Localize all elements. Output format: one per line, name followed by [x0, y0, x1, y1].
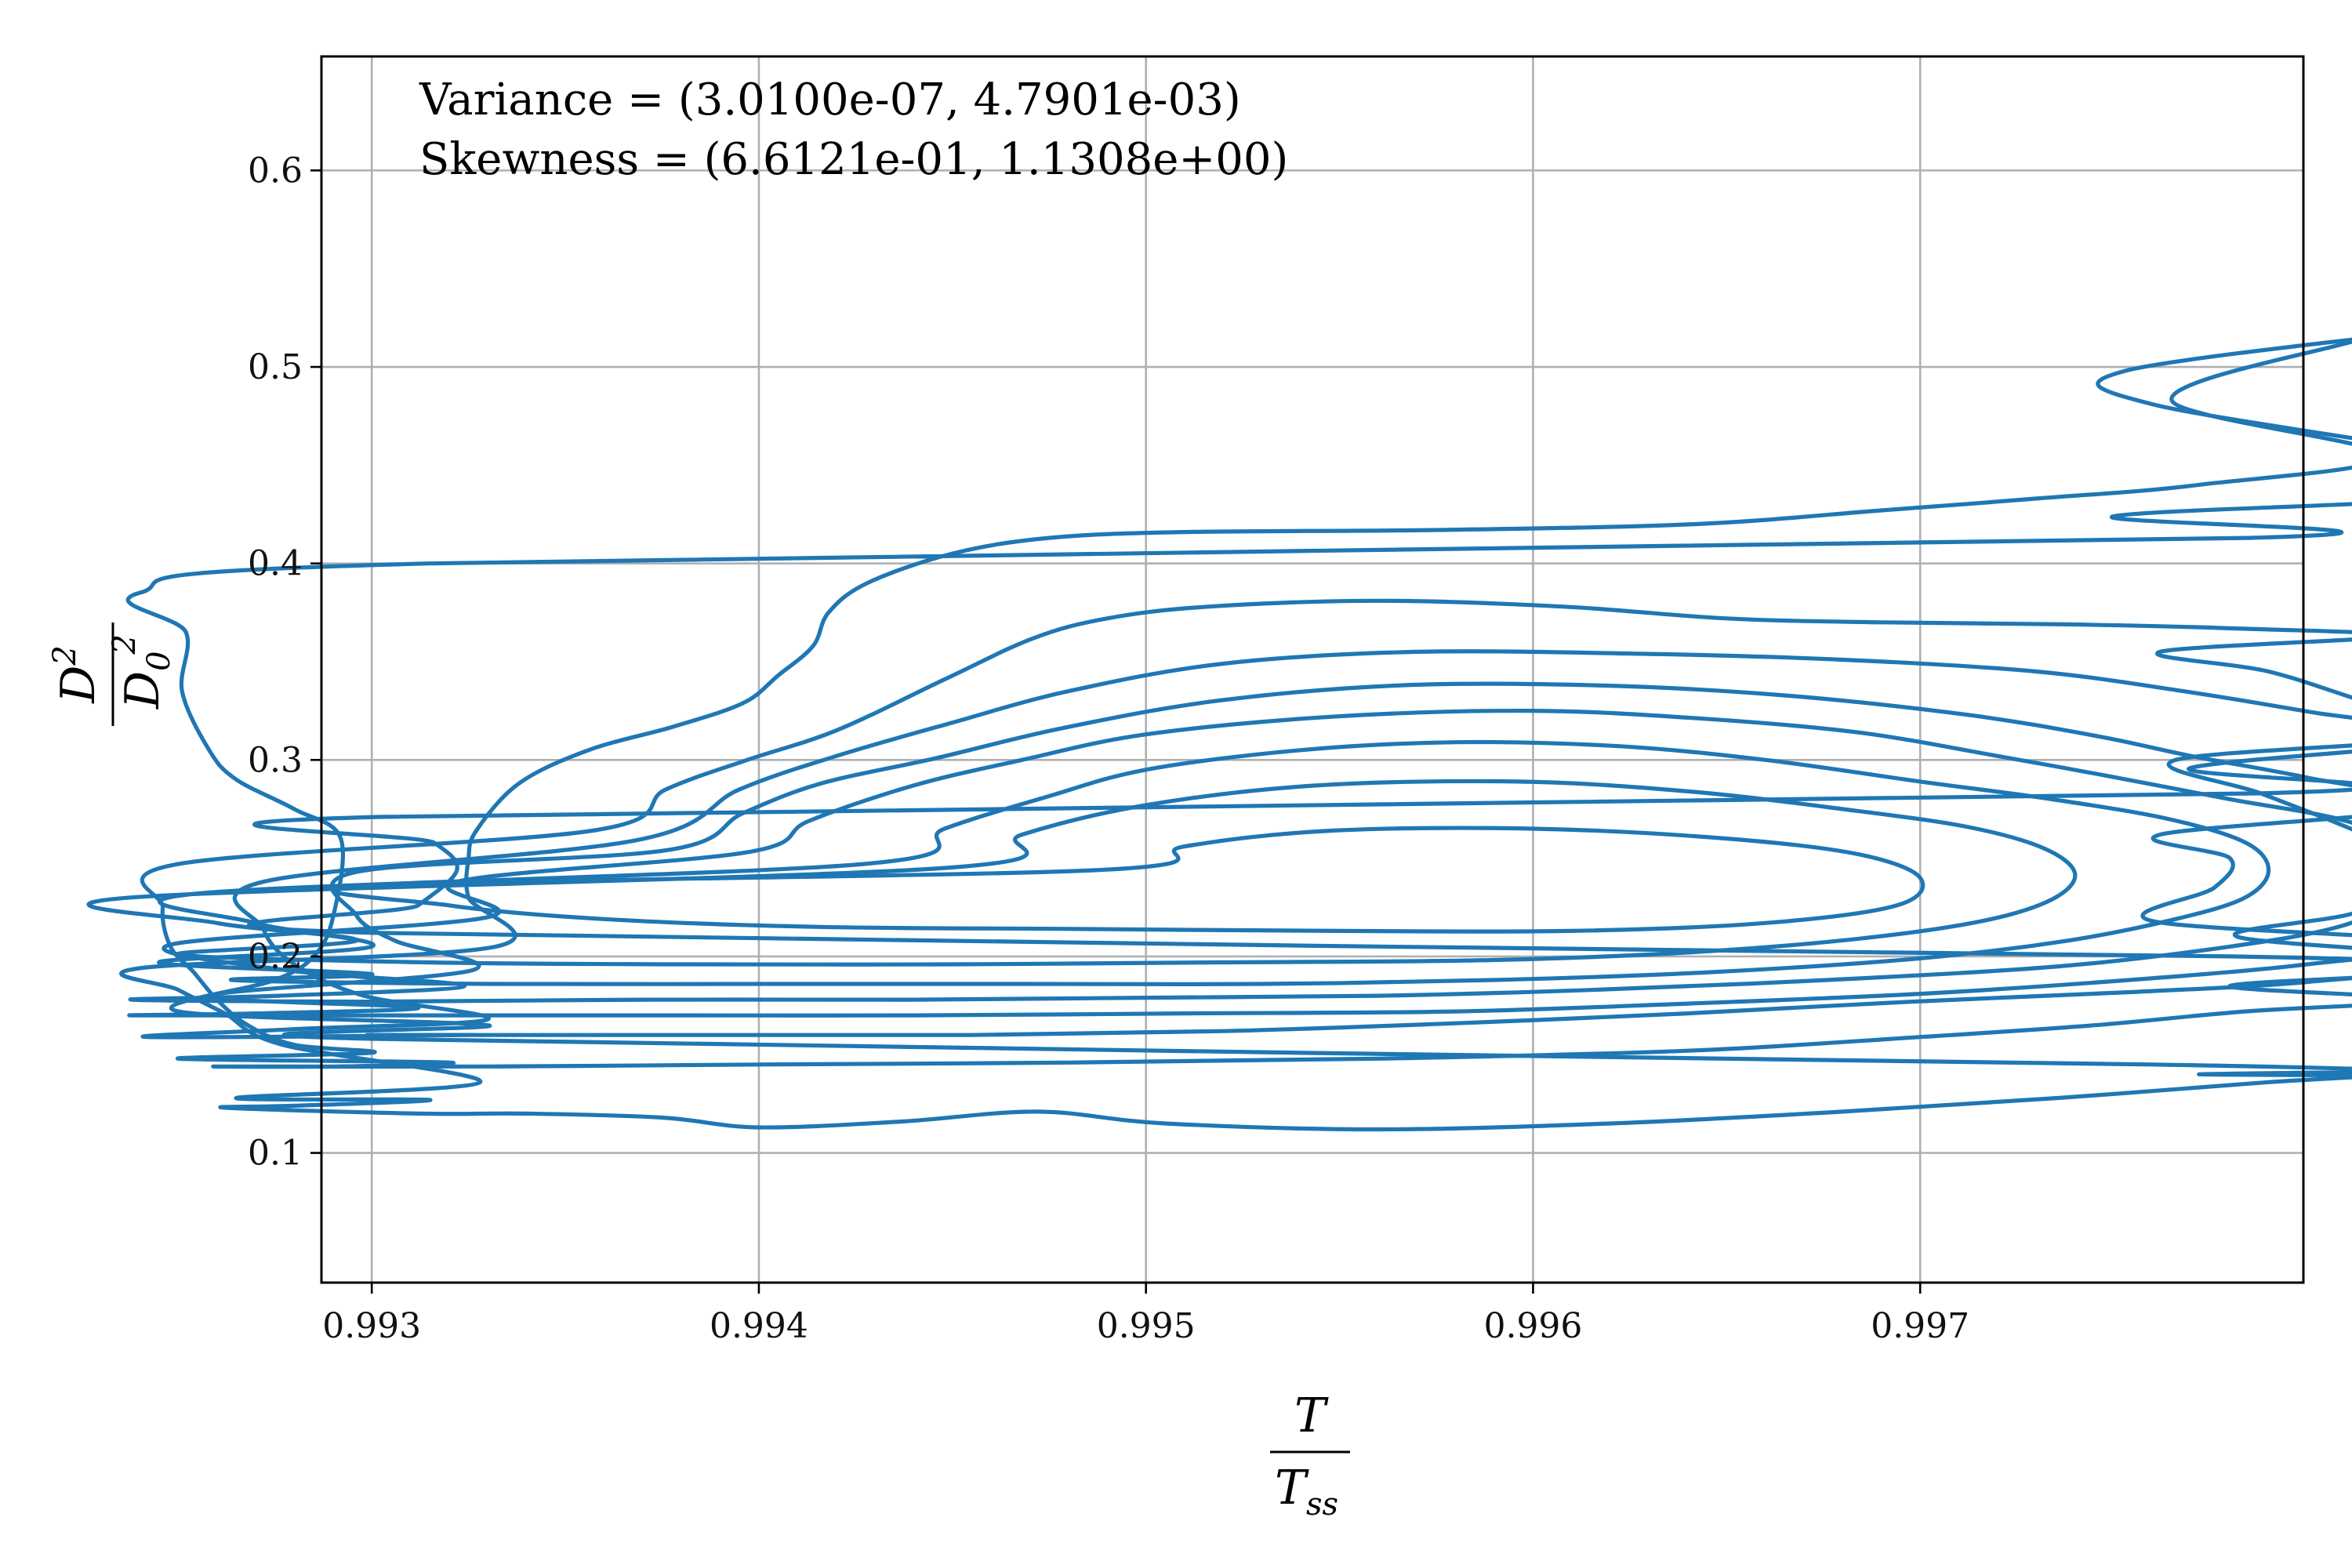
- x-tick-label: 0.994: [710, 1306, 808, 1346]
- y-tick-label: 0.3: [248, 740, 303, 780]
- y-tick-label: 0.6: [248, 151, 303, 191]
- x-tick-label: 0.995: [1097, 1306, 1196, 1346]
- ticks: 0.993 0.994 0.995 0.996 0.997 0.1 0.2 0.3 0.4 0.5…: [248, 151, 1969, 1346]
- y-label-denominator-sup: 2: [107, 634, 143, 655]
- y-label-numerator-sup: 2: [47, 645, 83, 666]
- y-tick-label: 0.1: [248, 1134, 303, 1174]
- y-label-denominator-base: D: [115, 671, 170, 710]
- y-tick-label: 0.2: [248, 937, 303, 977]
- y-label-numerator: D2: [47, 645, 106, 704]
- contour-level-4: [127, 681, 2352, 1018]
- y-label-numerator-base: D: [51, 666, 106, 704]
- y-tick-label: 0.5: [248, 347, 303, 387]
- grid: [321, 56, 2303, 1283]
- y-label-denominator-sub: 0: [141, 651, 177, 670]
- variance-annotation: Variance = (3.0100e-07, 4.7901e-03): [419, 74, 1241, 125]
- x-tick-label: 0.997: [1871, 1306, 1969, 1346]
- y-axis-label: D2 D02: [47, 622, 177, 726]
- x-label-denominator-base: T: [1275, 1461, 1309, 1515]
- x-tick-label: 0.996: [1483, 1306, 1582, 1346]
- x-label-denominator: Tss: [1275, 1461, 1338, 1523]
- contour-level-3: [140, 649, 2352, 1040]
- axes-frame: [320, 55, 2305, 1284]
- contour-level-7: [86, 779, 2078, 967]
- y-tick-label: 0.4: [248, 544, 303, 584]
- contour-level-6: [157, 739, 2271, 986]
- contour-level-8: [330, 826, 1926, 934]
- annotations: Variance = (3.0100e-07, 4.7901e-03) Skew…: [419, 74, 1288, 185]
- x-label-denominator-sub: ss: [1306, 1486, 1338, 1523]
- y-label-denominator: D02: [107, 634, 177, 710]
- contour-lines: [86, 337, 2352, 1132]
- skewness-annotation: Skewness = (6.6121e-01, 1.1308e+00): [419, 134, 1288, 185]
- x-label-numerator: T: [1294, 1388, 1329, 1443]
- x-tick-label: 0.993: [322, 1306, 421, 1346]
- contour-level-5: [128, 708, 2352, 1004]
- x-axis-label: T Tss: [1270, 1388, 1350, 1523]
